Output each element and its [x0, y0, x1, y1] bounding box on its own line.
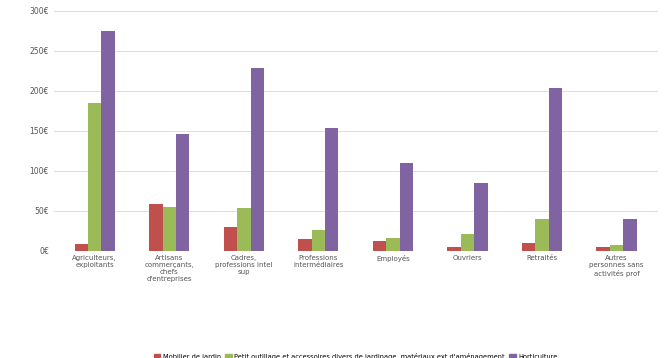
Bar [549, 88, 562, 251]
Bar [250, 68, 264, 251]
Bar [325, 128, 338, 251]
Bar [448, 247, 461, 251]
Bar [461, 234, 474, 251]
Bar [610, 245, 623, 251]
Bar [373, 241, 386, 251]
Bar [237, 208, 250, 251]
Bar [162, 207, 176, 251]
Bar [522, 243, 535, 251]
Bar [74, 244, 88, 251]
Bar [311, 230, 325, 251]
Bar [623, 219, 637, 251]
Bar [535, 219, 549, 251]
Bar [597, 247, 610, 251]
Bar [400, 164, 413, 251]
Bar [101, 31, 115, 251]
Bar [149, 204, 162, 251]
Bar [386, 238, 400, 251]
Bar [298, 240, 311, 251]
Bar [88, 103, 101, 251]
Legend: Mobilier de jardin, Petit outillage et accessoires divers de jardinage, matériau: Mobilier de jardin, Petit outillage et a… [151, 350, 560, 358]
Bar [176, 134, 189, 251]
Bar [474, 183, 488, 251]
Bar [223, 227, 237, 251]
